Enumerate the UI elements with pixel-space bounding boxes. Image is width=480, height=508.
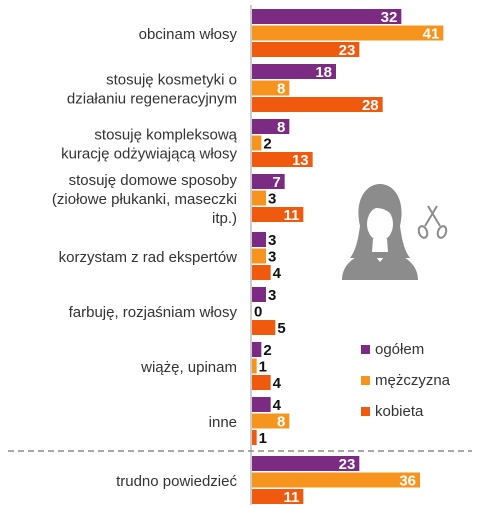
data-label: 11 — [283, 489, 299, 506]
category-label: obcinam włosy — [139, 26, 238, 43]
bar — [252, 190, 266, 206]
data-label: 8 — [277, 119, 285, 136]
bar — [252, 80, 290, 96]
data-label: 3 — [268, 191, 276, 208]
bars-group — [252, 9, 444, 504]
data-label: 2 — [263, 342, 271, 359]
data-label: 0 — [254, 304, 262, 321]
bar — [252, 64, 336, 79]
bar — [252, 232, 266, 247]
categories-group: obcinam włosy stosuję kosmetyki o działani… — [52, 26, 238, 490]
bar — [252, 248, 266, 264]
category-label: trudno powiedzieć — [116, 473, 237, 490]
data-label: 36 — [399, 473, 416, 490]
bar — [252, 342, 262, 357]
data-label: 1 — [259, 430, 267, 447]
bar — [252, 358, 257, 374]
bar — [252, 207, 304, 222]
legend-swatch — [361, 376, 370, 385]
category-label: inne — [209, 414, 237, 431]
bar — [252, 375, 271, 390]
legend-label: ogółem — [375, 341, 424, 358]
bar — [252, 42, 360, 57]
category-label: wiążę, upinam — [140, 359, 237, 376]
data-label: 2 — [263, 136, 271, 153]
bar — [252, 97, 383, 112]
category-label: stosuję kosmetyki o — [106, 71, 237, 88]
data-label: 7 — [272, 174, 280, 191]
legend-swatch — [361, 345, 370, 354]
bar — [252, 174, 285, 189]
data-label: 23 — [339, 456, 356, 473]
data-label: 8 — [277, 414, 285, 431]
data-label: 11 — [283, 207, 299, 224]
bar — [252, 265, 271, 280]
category-label: itp.) — [212, 210, 237, 227]
woman-with-scissors-icon — [342, 184, 448, 280]
legend: ogółem mężczyzna kobieta — [361, 341, 451, 420]
legend-swatch — [361, 407, 370, 416]
legend-label: kobieta — [375, 403, 424, 420]
bar — [252, 119, 290, 134]
bar — [252, 430, 257, 445]
data-label: 3 — [268, 232, 276, 249]
data-label: 23 — [339, 42, 356, 59]
category-label: farbuję, rozjaśniam włosy — [69, 304, 238, 321]
legend-label: mężczyzna — [375, 372, 451, 389]
data-label: 5 — [277, 320, 285, 337]
data-label: 8 — [277, 81, 285, 98]
data-label: 4 — [273, 375, 282, 392]
bar — [252, 287, 266, 302]
data-label: 3 — [268, 287, 276, 304]
bar — [252, 489, 304, 504]
bar — [252, 320, 276, 335]
data-label: 4 — [273, 397, 282, 414]
data-label: 1 — [259, 359, 267, 376]
bar — [252, 472, 420, 488]
data-label: 28 — [362, 97, 379, 114]
category-label: korzystam z rad ekspertów — [59, 249, 238, 266]
category-label: (ziołowe płukanki, maseczki — [52, 191, 237, 208]
bar — [252, 397, 271, 412]
bar — [252, 9, 402, 24]
bar — [252, 135, 262, 151]
category-label: kurację odżywiającą włosy — [61, 145, 237, 162]
data-label: 18 — [315, 64, 332, 81]
data-label: 13 — [292, 152, 309, 169]
category-label: stosuję domowe sposoby — [69, 172, 238, 189]
data-label: 32 — [381, 9, 398, 26]
data-label: 41 — [423, 26, 440, 43]
data-label: 3 — [268, 249, 276, 266]
bar — [252, 413, 290, 429]
bar — [252, 456, 360, 471]
bar — [252, 152, 313, 167]
bar — [252, 25, 444, 41]
category-label: działaniu regeneracyjnym — [67, 90, 237, 107]
category-label: stosuję kompleksową — [94, 126, 237, 143]
data-label: 4 — [273, 265, 282, 282]
